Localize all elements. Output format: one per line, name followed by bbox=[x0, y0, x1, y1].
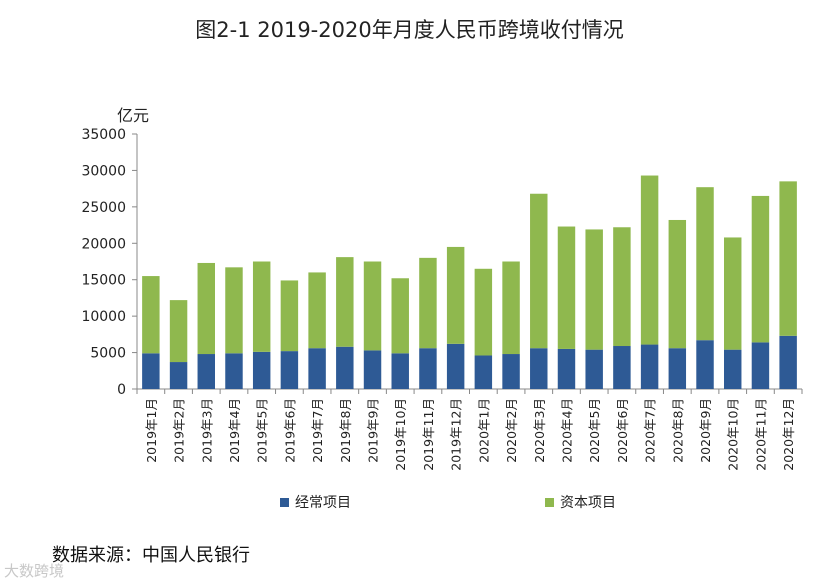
bar-current-account bbox=[169, 362, 188, 389]
y-tick-label: 0 bbox=[117, 382, 126, 398]
data-source-note: 数据来源：中国人民银行 bbox=[52, 545, 250, 566]
bar-current-account bbox=[474, 355, 493, 389]
bar-capital-account bbox=[502, 261, 520, 355]
y-tick-label: 5000 bbox=[90, 346, 126, 362]
bar-current-account bbox=[225, 353, 243, 389]
bar-capital-account bbox=[557, 226, 576, 349]
bar-capital-account bbox=[446, 246, 465, 344]
x-tick-label: 2020年10月 bbox=[726, 398, 741, 471]
bar-capital-account bbox=[197, 262, 215, 355]
bar-current-account bbox=[197, 354, 215, 389]
bar-capital-account bbox=[142, 276, 160, 354]
bar-current-account bbox=[252, 351, 271, 389]
bar-capital-account bbox=[779, 181, 797, 336]
bar-current-account bbox=[696, 340, 714, 389]
x-tick-label: 2020年1月 bbox=[476, 398, 491, 463]
x-tick-label: 2020年8月 bbox=[670, 398, 685, 463]
watermark: 大数跨境 bbox=[4, 562, 65, 580]
y-tick-label: 30000 bbox=[81, 163, 126, 179]
bar-capital-account bbox=[640, 175, 659, 345]
x-tick-label: 2019年11月 bbox=[421, 398, 436, 471]
bar-capital-account bbox=[363, 261, 382, 351]
bar-capital-account bbox=[530, 193, 548, 349]
bar-capital-account bbox=[336, 257, 354, 347]
legend-label-current-account: 经常项目 bbox=[295, 495, 351, 511]
bar-current-account bbox=[585, 349, 603, 389]
x-tick-label: 2019年8月 bbox=[338, 398, 353, 463]
bar-capital-account bbox=[308, 272, 326, 349]
legend-item-capital-account: 资本项目 bbox=[545, 492, 616, 512]
x-tick-label: 2020年6月 bbox=[615, 398, 630, 463]
bar-capital-account bbox=[225, 267, 243, 354]
y-tick-label: 35000 bbox=[81, 127, 126, 143]
y-tick-label: 20000 bbox=[81, 236, 126, 252]
x-tick-label: 2019年5月 bbox=[255, 398, 270, 463]
bar-capital-account bbox=[668, 219, 687, 349]
bar-current-account bbox=[391, 353, 409, 389]
bar-current-account bbox=[363, 350, 382, 389]
legend-label-capital-account: 资本项目 bbox=[560, 495, 616, 511]
legend-swatch-current-account bbox=[280, 497, 289, 507]
bar-current-account bbox=[751, 342, 770, 389]
bar-capital-account bbox=[613, 227, 631, 347]
bar-capital-account bbox=[751, 195, 770, 343]
bar-current-account bbox=[502, 354, 520, 389]
x-tick-label: 2019年6月 bbox=[282, 398, 297, 463]
x-tick-label: 2020年2月 bbox=[504, 398, 519, 463]
bar-capital-account bbox=[696, 187, 714, 341]
bar-current-account bbox=[779, 335, 797, 389]
x-tick-label: 2019年3月 bbox=[199, 398, 214, 463]
x-tick-label: 2019年12月 bbox=[449, 398, 464, 471]
bar-current-account bbox=[419, 348, 437, 389]
bar-capital-account bbox=[724, 237, 742, 350]
bar-current-account bbox=[557, 348, 576, 389]
bar-current-account bbox=[308, 348, 326, 389]
bar-current-account bbox=[668, 348, 687, 389]
x-tick-label: 2020年12月 bbox=[781, 398, 796, 471]
y-tick-label: 25000 bbox=[81, 200, 126, 216]
x-tick-label: 2020年11月 bbox=[753, 398, 768, 471]
bar-current-account bbox=[613, 346, 631, 389]
bar-capital-account bbox=[419, 257, 437, 349]
x-tick-label: 2019年10月 bbox=[393, 398, 408, 471]
legend-item-current-account: 经常项目 bbox=[280, 492, 351, 512]
x-tick-label: 2020年4月 bbox=[559, 398, 574, 463]
bar-capital-account bbox=[252, 261, 271, 352]
bar-current-account bbox=[142, 353, 160, 389]
legend-swatch-capital-account bbox=[545, 497, 554, 507]
bar-capital-account bbox=[585, 229, 603, 350]
x-tick-label: 2020年3月 bbox=[532, 398, 547, 463]
x-tick-label: 2020年5月 bbox=[587, 398, 602, 463]
chart-title: 图2-1 2019-2020年月度人民币跨境收付情况 bbox=[195, 18, 624, 42]
y-tick-label: 15000 bbox=[81, 273, 126, 289]
bar-capital-account bbox=[391, 278, 409, 354]
bar-current-account bbox=[530, 348, 548, 389]
x-tick-label: 2020年7月 bbox=[643, 398, 658, 463]
bar-current-account bbox=[336, 346, 354, 389]
bar-current-account bbox=[640, 344, 659, 389]
x-tick-label: 2019年9月 bbox=[366, 398, 381, 463]
y-axis-unit-label: 亿元 bbox=[117, 106, 149, 125]
bar-capital-account bbox=[169, 300, 188, 363]
bar-capital-account bbox=[280, 280, 299, 352]
x-tick-label: 2019年7月 bbox=[310, 398, 325, 463]
x-tick-label: 2020年9月 bbox=[698, 398, 713, 463]
bar-capital-account bbox=[474, 268, 493, 356]
bar-current-account bbox=[446, 343, 465, 389]
y-tick-label: 10000 bbox=[81, 309, 126, 325]
x-tick-label: 2019年2月 bbox=[172, 398, 187, 463]
x-tick-label: 2019年4月 bbox=[227, 398, 242, 463]
x-tick-label: 2019年1月 bbox=[144, 398, 159, 463]
bar-current-account bbox=[724, 349, 742, 389]
bar-current-account bbox=[280, 351, 299, 389]
